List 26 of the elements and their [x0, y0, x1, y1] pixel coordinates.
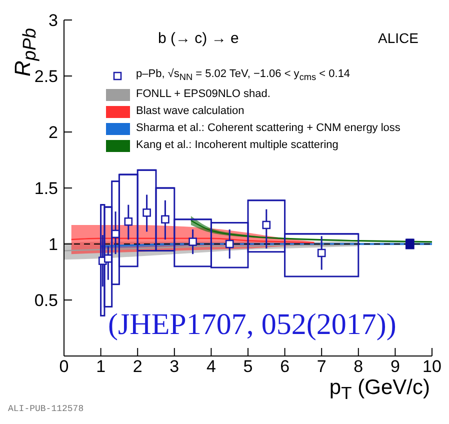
x-axis-title: p$_{T}$ (GeV/c): [329, 376, 430, 404]
legend-label: Blast wave calculation: [136, 104, 244, 120]
x-tick-label: 0: [59, 357, 69, 376]
x-tick-label: 7: [316, 357, 326, 376]
x-tick-label: 1: [96, 357, 106, 376]
y-tick-label: 2: [48, 123, 58, 142]
x-tick-label: 3: [170, 357, 180, 376]
legend-label: Kang et al.: Incoherent multiple scattering: [136, 138, 338, 154]
x-tick-label: 10: [422, 357, 442, 376]
legend-label: p–Pb, √s$_{NN}$ = 5.02 TeV, −1.06 < y$_{cms}$ < 0.14: [136, 67, 350, 84]
legend-label: FONLL + EPS09NLO shad.: [136, 87, 270, 102]
x-tick-label: 2: [132, 357, 142, 376]
x-tick-label: 9: [390, 357, 400, 376]
x-tick-label: 6: [280, 357, 290, 376]
y-tick-label: 1: [48, 235, 58, 254]
x-tick-label: 4: [206, 357, 216, 376]
annotation: b (→ c) → e: [158, 30, 239, 47]
x-tick-label: 5: [243, 357, 253, 376]
x-tick-label: 8: [354, 357, 364, 376]
y-tick-label: 1.5: [34, 179, 58, 198]
legend-label: Sharma et al.: Coherent scattering + CNM energy loss: [136, 121, 400, 136]
text: ALI-PUB-112578: [8, 404, 84, 414]
annotation: ALICE: [378, 30, 418, 46]
y-tick-label: 0.5: [34, 291, 58, 310]
annotation: (JHEP1707, 052(2017)): [108, 308, 396, 342]
y-tick-label: 3: [48, 11, 58, 30]
